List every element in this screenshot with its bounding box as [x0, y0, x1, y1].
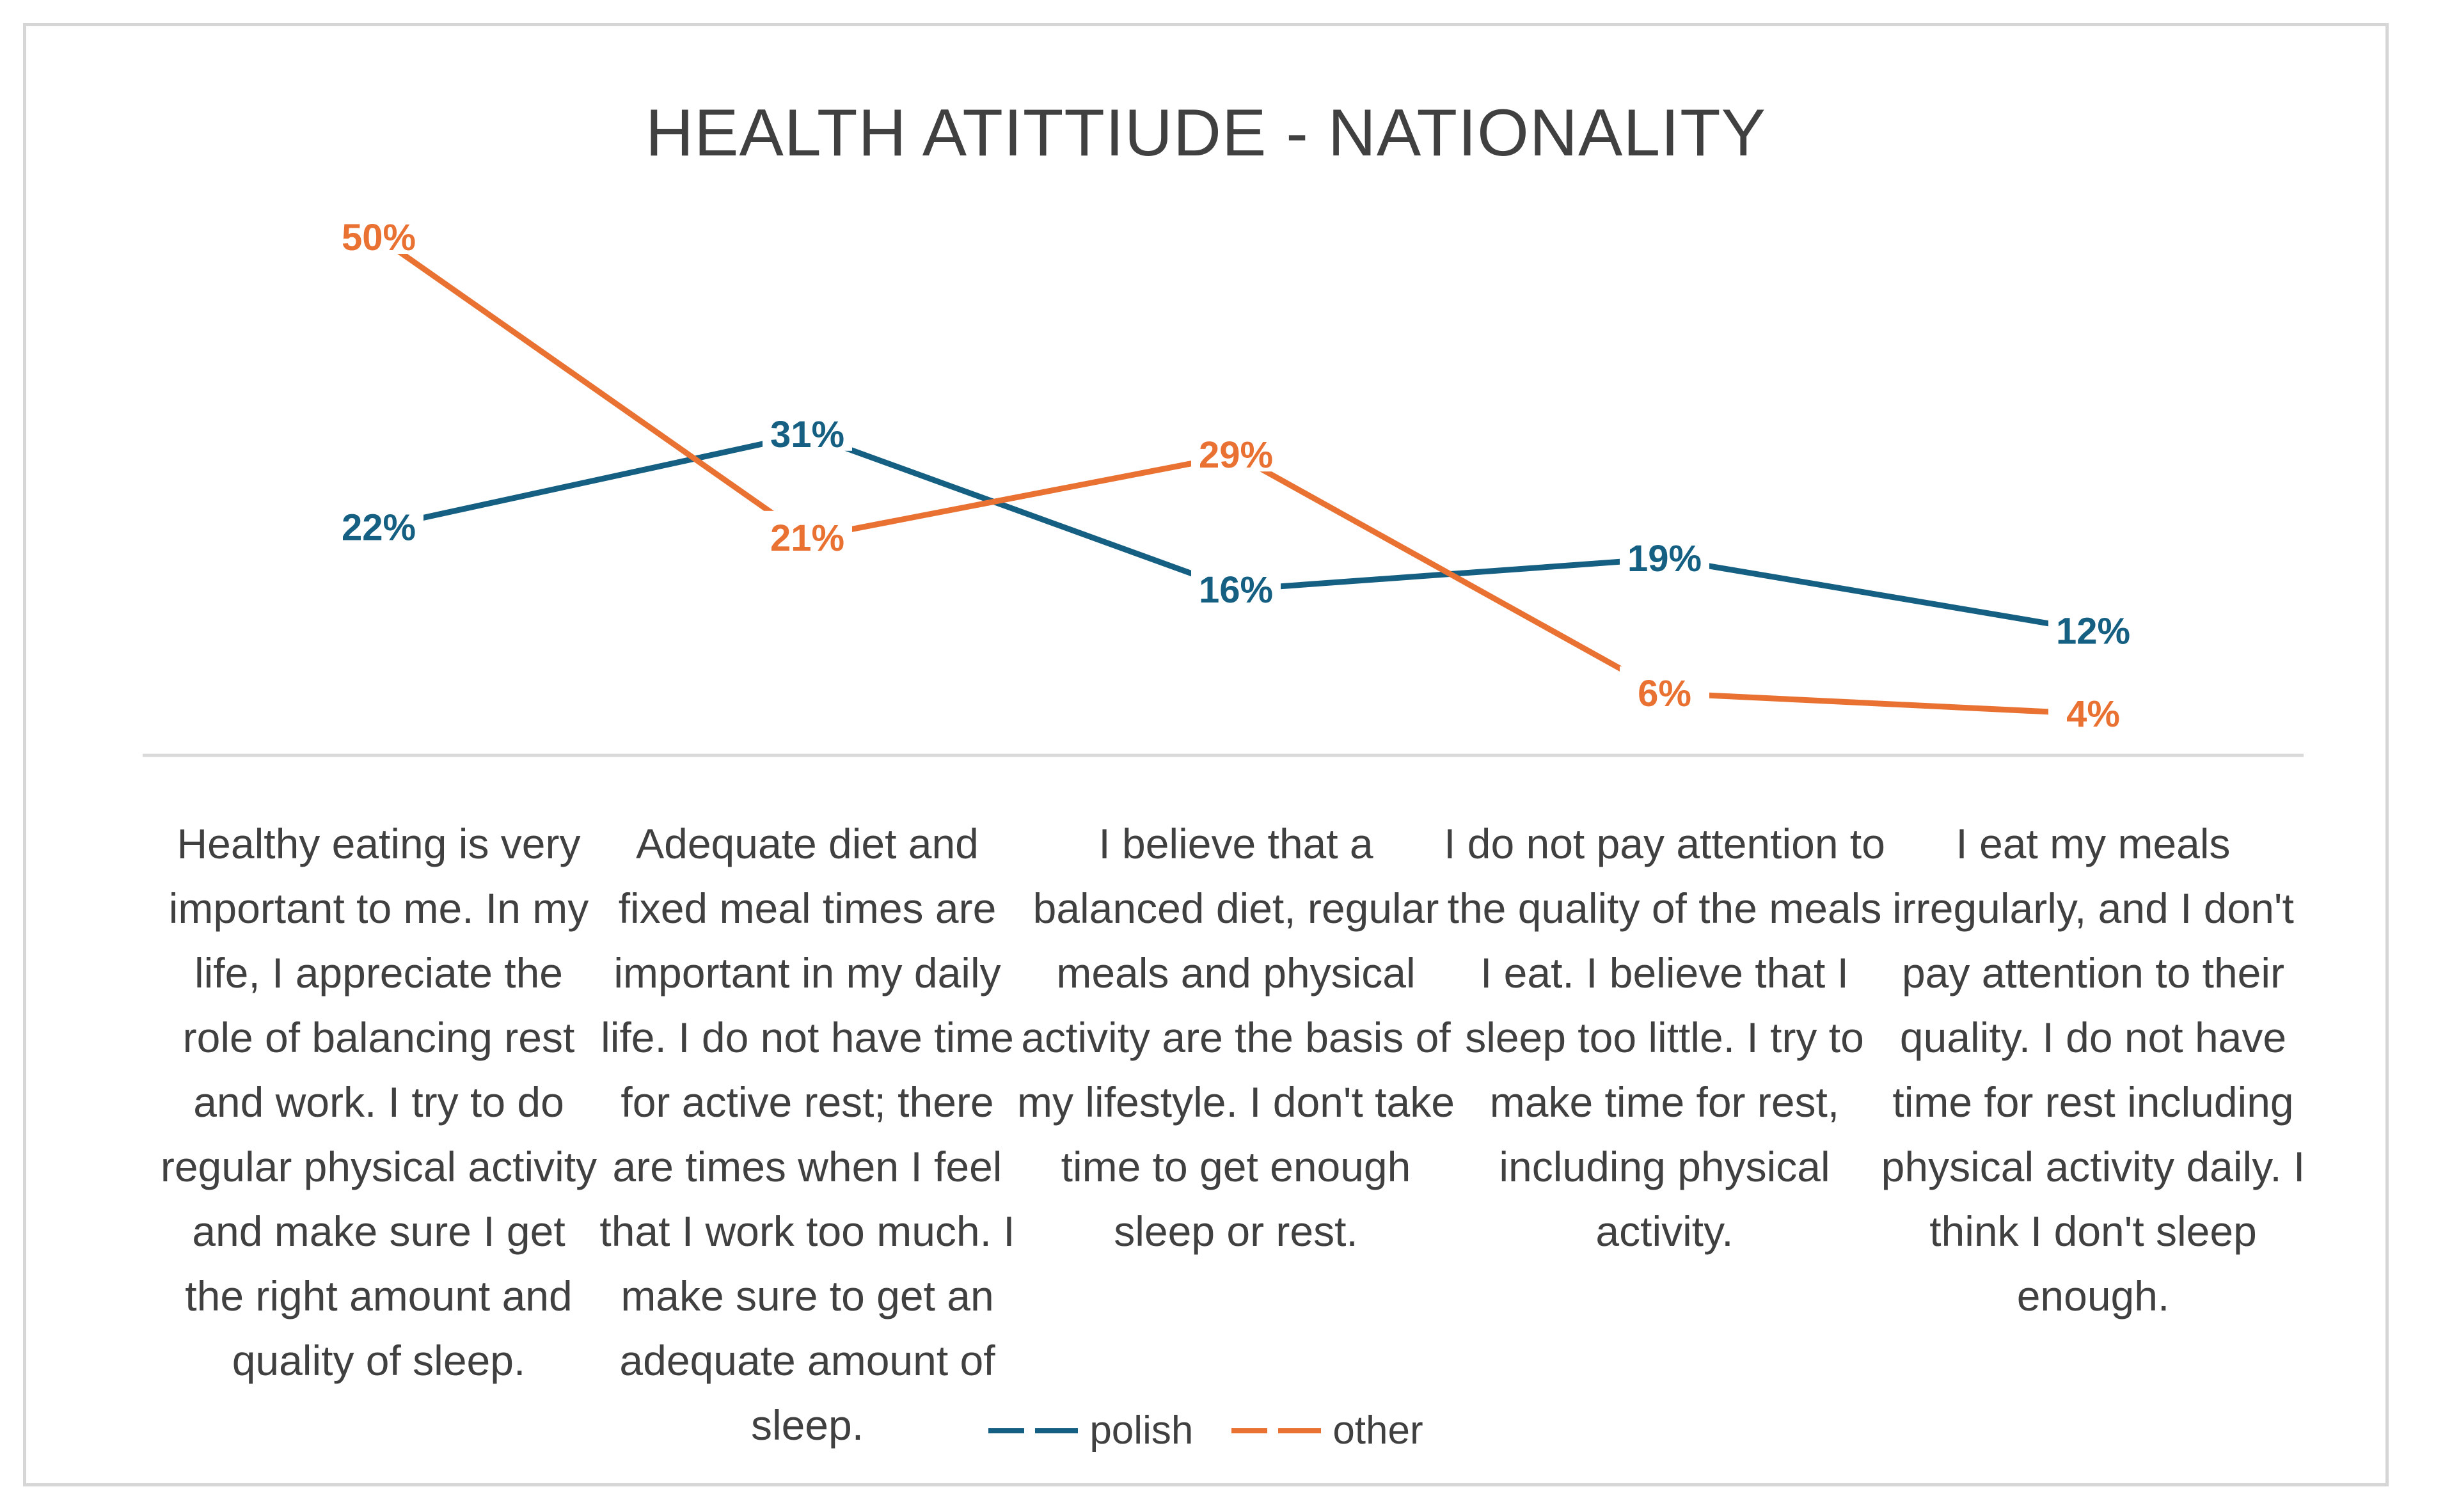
data-label-bg-other-4 — [1620, 666, 1709, 710]
data-label-bg-polish-5 — [2048, 604, 2138, 648]
data-label-bg-polish-2 — [763, 407, 852, 451]
category-label-5: I eat my meals irregularly, and I don't … — [1881, 820, 2306, 1319]
data-label-bg-polish-3 — [1191, 562, 1281, 606]
data-label-polish-1: 22% — [342, 507, 416, 549]
data-label-other-2: 21% — [770, 517, 844, 559]
data-label-other-5: 4% — [2066, 693, 2120, 735]
category-label-4: I do not pay attention to the quality of… — [1444, 820, 1885, 1255]
data-label-bg-other-5 — [2048, 687, 2138, 731]
plot-area: 22% 31% 16% 19% 12% 50% 21% 29% 6% 4% — [143, 210, 2304, 757]
data-label-bg-other-3 — [1191, 428, 1281, 472]
data-label-other-1: 50% — [342, 217, 416, 258]
data-label-polish-3: 16% — [1199, 569, 1273, 611]
category-label-2: Adequate diet and fixed meal times are i… — [599, 820, 1015, 1449]
legend-swatch-polish — [988, 1428, 1079, 1433]
chart-frame: HEALTH ATITTIUDE - NATIONALITY 22% 31% 16%… — [23, 23, 2389, 1486]
data-label-other-4: 6% — [1638, 673, 1691, 714]
data-label-bg-polish-1 — [334, 500, 423, 544]
data-label-bg-other-2 — [763, 510, 852, 555]
legend-item-other: other — [1231, 1408, 1423, 1453]
data-label-bg-polish-4 — [1620, 532, 1709, 576]
data-label-polish-5: 12% — [2056, 611, 2130, 652]
category-label-1: Healthy eating is very important to me. … — [160, 820, 597, 1384]
legend: polish other — [26, 1408, 2385, 1453]
data-label-polish-4: 19% — [1627, 538, 1702, 579]
legend-swatch-other — [1231, 1428, 1322, 1433]
data-label-polish-2: 31% — [770, 414, 844, 455]
data-label-other-3: 29% — [1199, 434, 1273, 476]
chart-title: HEALTH ATITTIUDE - NATIONALITY — [645, 96, 1766, 170]
data-label-bg-other-1 — [334, 210, 423, 254]
legend-item-polish: polish — [988, 1408, 1193, 1453]
legend-label-other: other — [1333, 1408, 1423, 1453]
category-label-3: I believe that a balanced diet, regular … — [1017, 820, 1455, 1255]
legend-label-polish: polish — [1089, 1408, 1194, 1453]
